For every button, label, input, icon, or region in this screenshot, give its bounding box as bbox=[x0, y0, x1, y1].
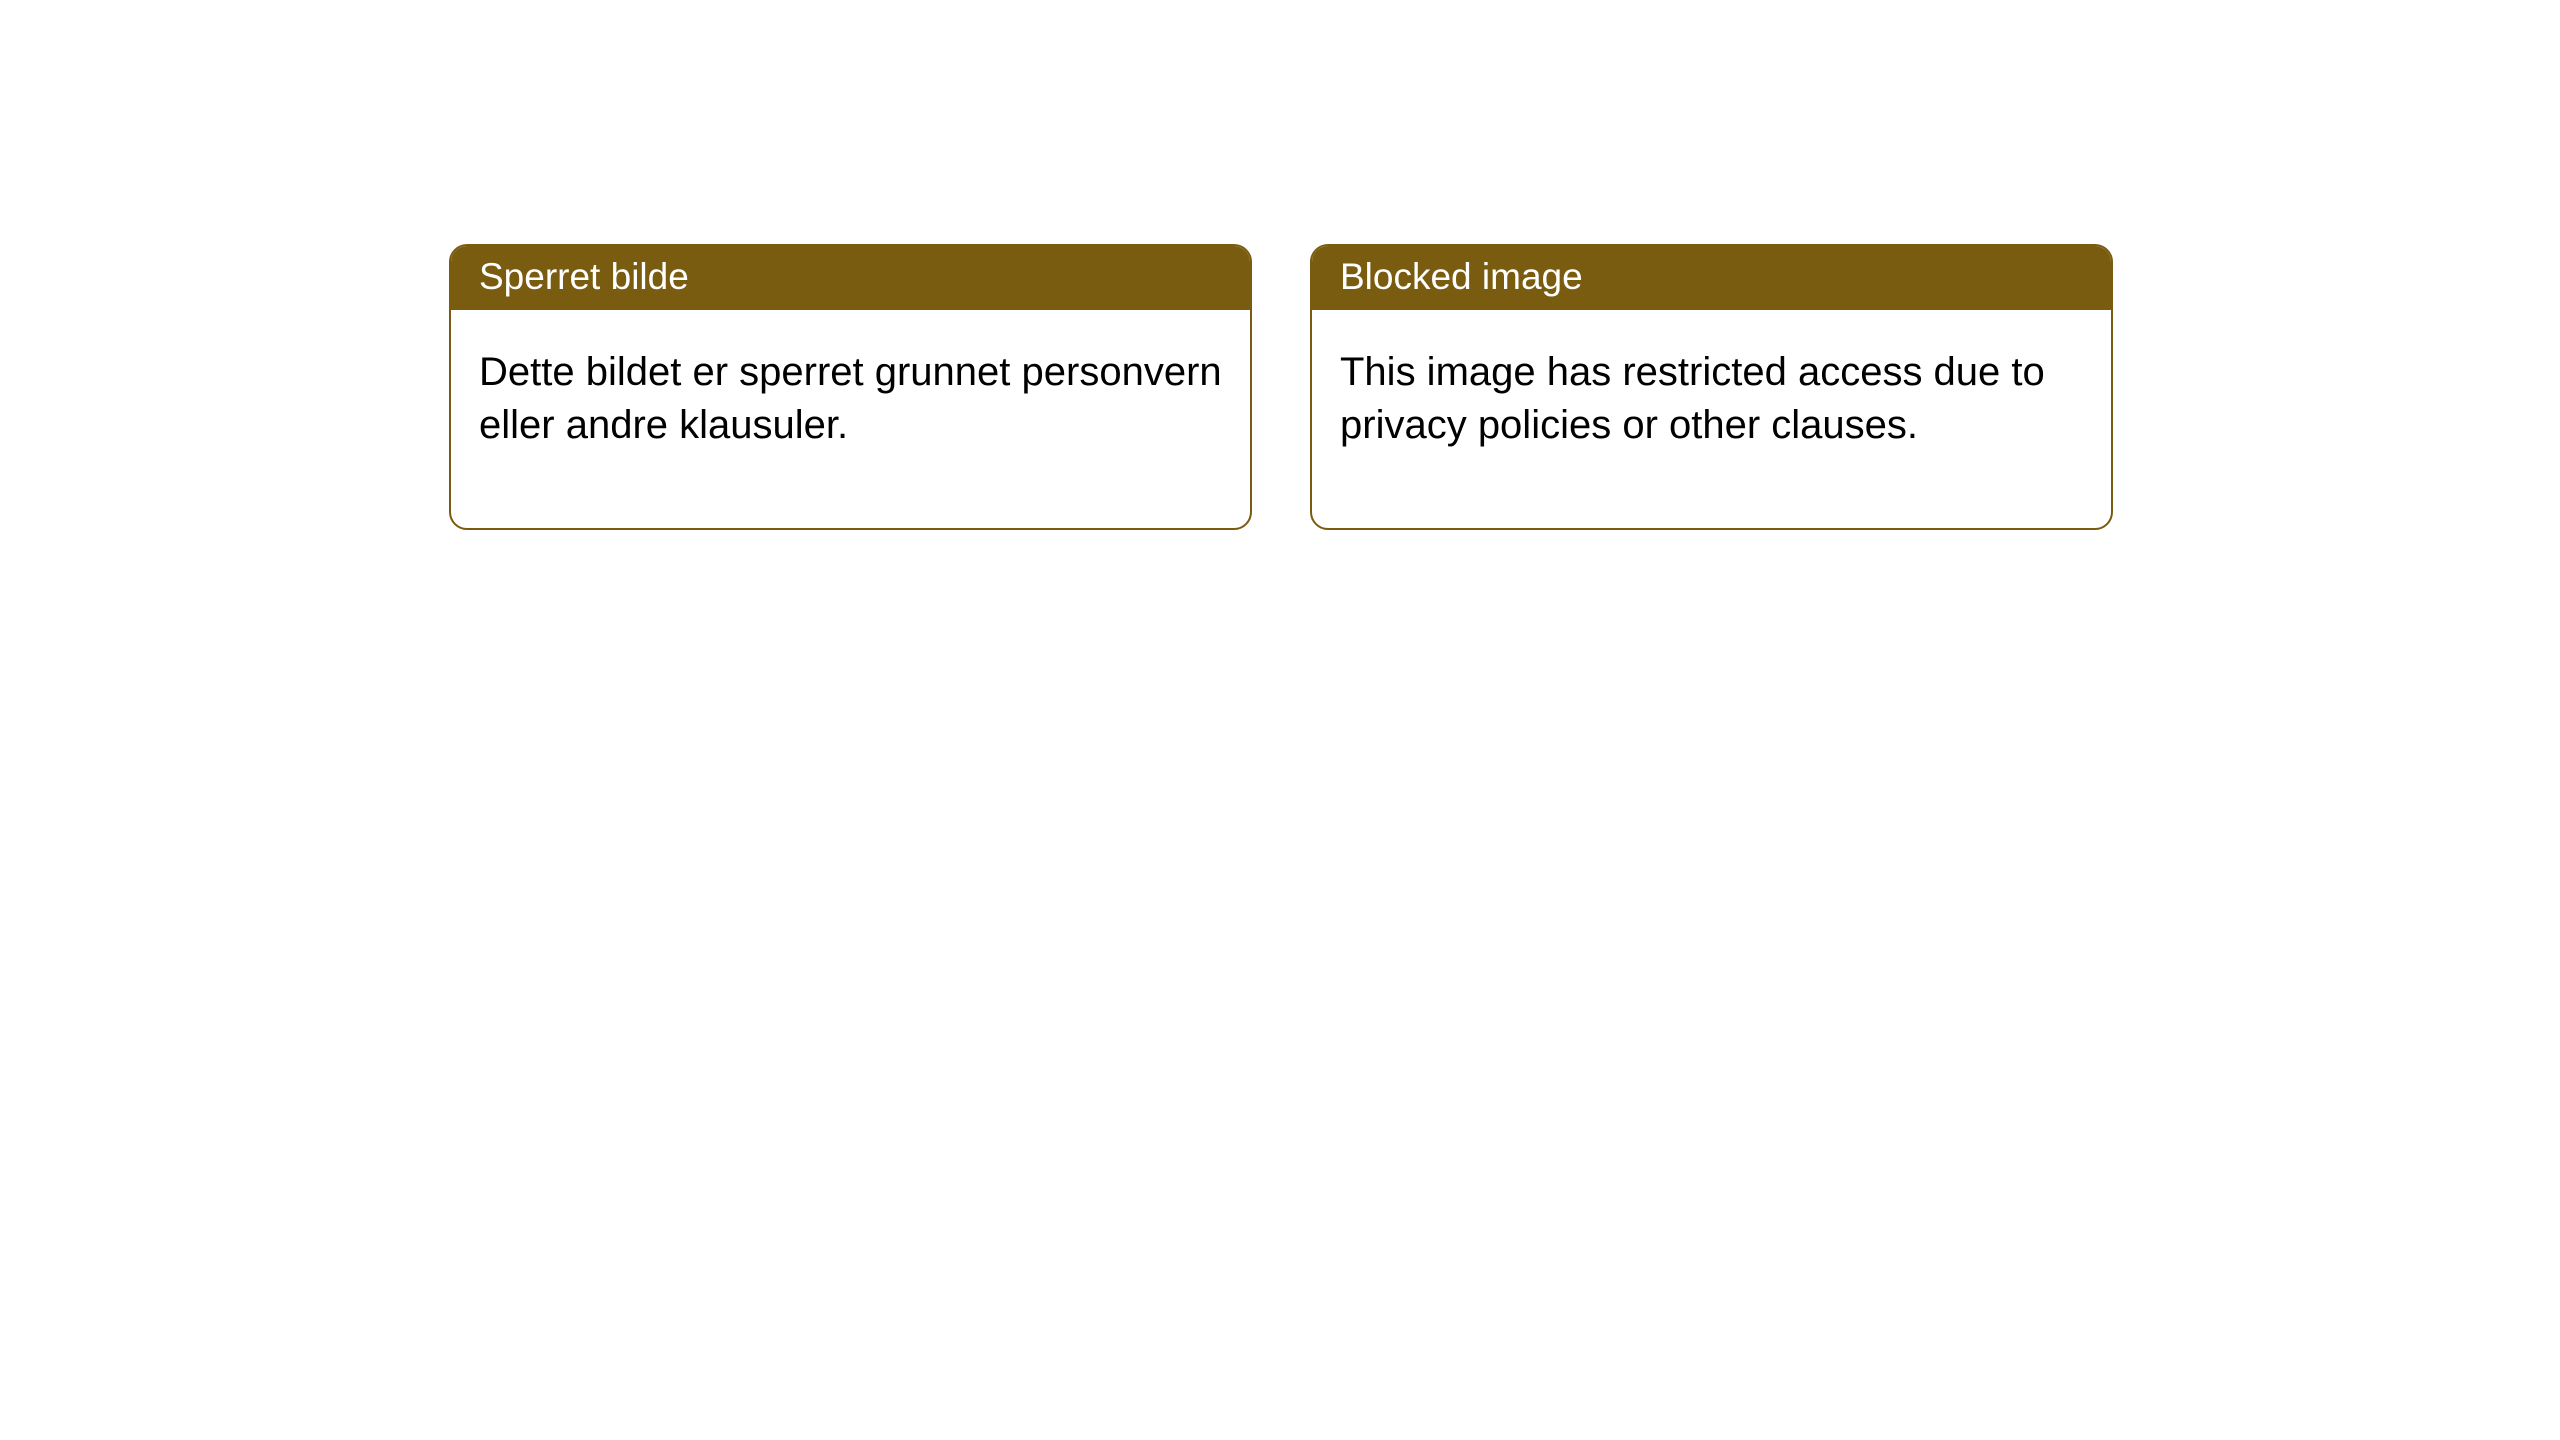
notice-card-norwegian: Sperret bilde Dette bildet er sperret gr… bbox=[449, 244, 1252, 530]
notice-card-body: Dette bildet er sperret grunnet personve… bbox=[451, 310, 1250, 528]
notice-card-title: Blocked image bbox=[1312, 246, 2111, 310]
notice-card-body: This image has restricted access due to … bbox=[1312, 310, 2111, 528]
notice-card-english: Blocked image This image has restricted … bbox=[1310, 244, 2113, 530]
notice-card-title: Sperret bilde bbox=[451, 246, 1250, 310]
notice-cards-row: Sperret bilde Dette bildet er sperret gr… bbox=[0, 0, 2560, 530]
